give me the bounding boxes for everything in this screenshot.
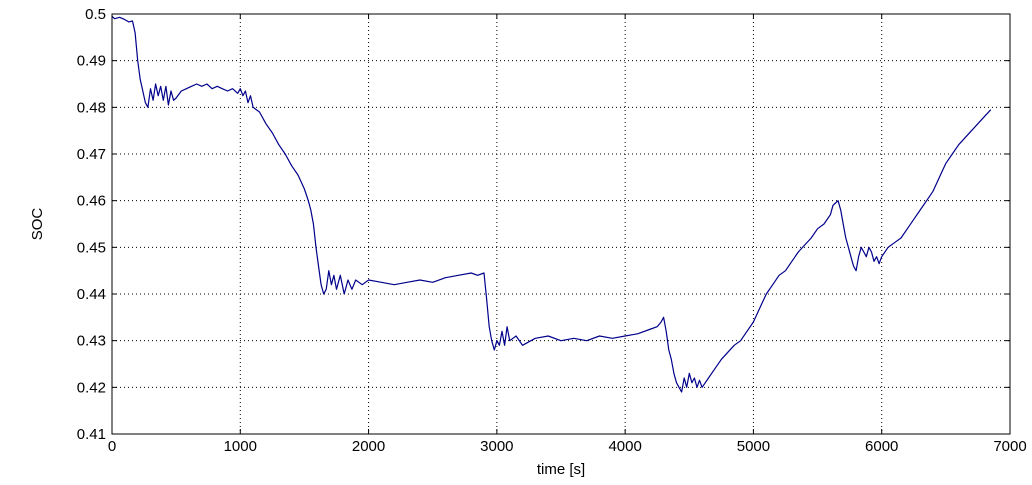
x-tick-label: 2000 <box>352 438 385 455</box>
y-tick-label: 0.42 <box>77 379 106 396</box>
y-tick-label: 0.45 <box>77 239 106 256</box>
series-layer <box>111 15 992 393</box>
plot-frame <box>111 13 1011 435</box>
y-tick-label: 0.48 <box>77 99 106 116</box>
x-tick-label: 7000 <box>993 438 1026 455</box>
x-tick-label: 3000 <box>480 438 513 455</box>
soc-series-line <box>111 15 992 393</box>
y-tick-label: 0.5 <box>85 6 106 23</box>
grid-layer <box>112 14 1010 434</box>
x-tick-label: 1000 <box>224 438 257 455</box>
y-axis-label: SOC <box>29 208 46 241</box>
x-tick-label: 0 <box>108 438 116 455</box>
x-tick-label: 6000 <box>865 438 898 455</box>
y-tick-label: 0.46 <box>77 193 106 210</box>
x-tick-label: 4000 <box>608 438 641 455</box>
x-tick-label: 5000 <box>737 438 770 455</box>
y-tick-label: 0.41 <box>77 426 106 443</box>
y-tick-label: 0.43 <box>77 333 106 350</box>
y-tick-label: 0.44 <box>77 286 106 303</box>
tick-layer: 0 1000 2000 3000 4000 5000 6000 7000 0.41 0.42 0.4… <box>77 6 1027 455</box>
x-axis-label: time [s] <box>537 461 585 478</box>
y-tick-label: 0.49 <box>77 53 106 70</box>
y-tick-label: 0.47 <box>77 146 106 163</box>
